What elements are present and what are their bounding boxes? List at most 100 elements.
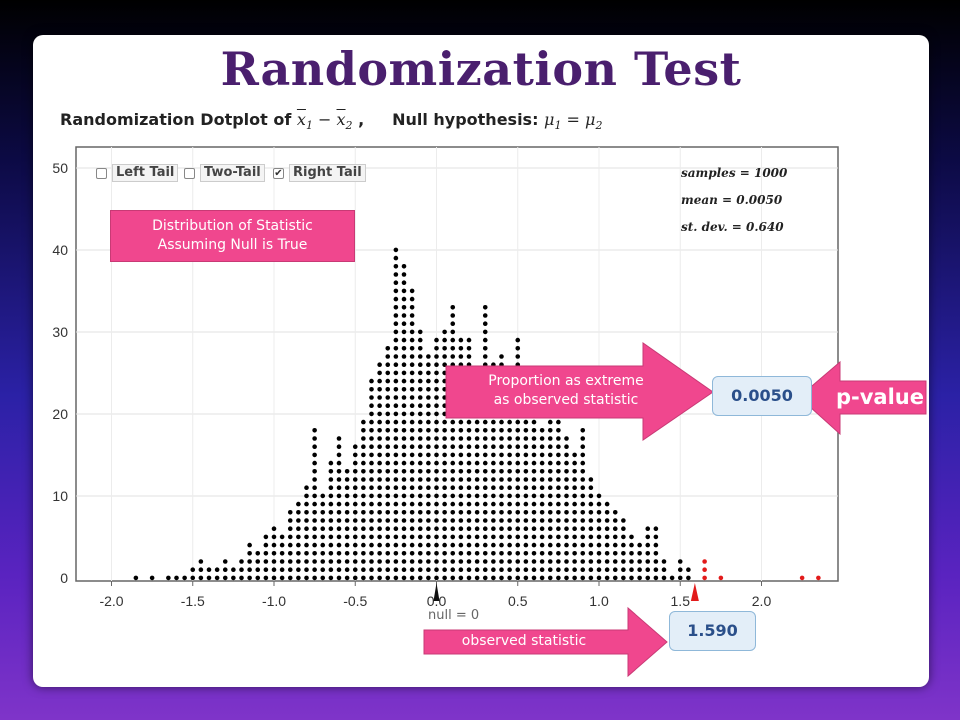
- data-dot: [450, 346, 456, 351]
- right-tail-checkbox[interactable]: ✔: [273, 167, 284, 179]
- observed-marker: [690, 583, 699, 601]
- data-dot: [401, 559, 407, 564]
- data-dot: [653, 534, 659, 540]
- data-dot: [580, 526, 586, 531]
- data-dot: [336, 518, 342, 523]
- data-dot: [580, 452, 586, 458]
- data-dot: [336, 469, 342, 474]
- data-dot: [271, 542, 277, 548]
- data-dot: [466, 452, 472, 458]
- data-dot: [491, 542, 496, 548]
- data-dot: [564, 460, 569, 466]
- data-dot: [385, 444, 391, 450]
- data-dot: [621, 518, 626, 523]
- data-dot: [434, 337, 439, 343]
- data-dot: [434, 526, 439, 531]
- data-dot: [556, 477, 561, 482]
- data-dot: [507, 518, 512, 523]
- data-dot: [588, 518, 594, 523]
- data-dot: [336, 559, 342, 564]
- data-dot: [385, 485, 391, 491]
- data-dot: [312, 551, 317, 556]
- data-dot: [450, 551, 456, 556]
- p-value-arrow: [798, 360, 927, 436]
- data-dot: [393, 493, 399, 499]
- data-dot: [377, 501, 382, 507]
- data-dot: [491, 518, 496, 523]
- data-dot: [320, 518, 326, 523]
- right-tail-option[interactable]: ✔ Right Tail: [273, 163, 366, 183]
- data-dot: [231, 567, 236, 572]
- data-dot: [222, 559, 228, 564]
- data-dot: [182, 575, 187, 581]
- data-dot: [572, 575, 577, 581]
- data-dot: [596, 526, 602, 531]
- data-dot: [491, 436, 496, 441]
- sd-stat: st. dev. = 0.640: [681, 220, 784, 234]
- data-dot: [385, 567, 391, 572]
- data-dot: [580, 542, 586, 548]
- two-tail-option[interactable]: Two-Tail: [184, 163, 265, 183]
- data-dot: [596, 518, 602, 523]
- y-tick-label: 40: [52, 242, 68, 258]
- data-dot: [377, 510, 382, 515]
- data-dot: [401, 526, 407, 531]
- data-dot: [482, 575, 488, 581]
- data-dot: [393, 501, 399, 507]
- data-dot: [417, 370, 423, 376]
- statistic-expression: x1 − x2: [296, 110, 353, 133]
- data-dot: [474, 477, 480, 482]
- data-dot: [352, 444, 358, 450]
- data-dot: [361, 575, 366, 581]
- data-dot: [515, 493, 521, 499]
- null-marker: [433, 583, 440, 601]
- data-dot: [531, 559, 537, 564]
- data-dot: [637, 575, 642, 581]
- data-dot: [304, 501, 309, 507]
- data-dot: [556, 419, 561, 425]
- data-dot: [539, 510, 545, 515]
- data-dot: [409, 346, 415, 351]
- data-dot: [417, 395, 423, 400]
- data-dot: [385, 518, 391, 523]
- plot-heading: Randomization Dotplot of x1 − x2 , Null …: [60, 110, 603, 133]
- data-dot: [474, 419, 480, 425]
- left-tail-option[interactable]: Left Tail: [96, 163, 179, 183]
- data-dot: [556, 469, 561, 474]
- data-dot: [287, 542, 293, 548]
- data-dot: [474, 460, 480, 466]
- data-dot: [312, 567, 317, 572]
- data-dot: [556, 575, 561, 581]
- data-dot: [409, 444, 415, 450]
- x-tick-label: -1.0: [262, 593, 286, 609]
- data-dot: [458, 436, 464, 441]
- data-dot: [417, 378, 423, 384]
- data-dot: [531, 444, 537, 450]
- data-dot: [507, 493, 512, 499]
- data-dot: [596, 542, 602, 548]
- data-dot: [393, 378, 399, 384]
- data-dot: [239, 567, 244, 572]
- data-dot: [312, 436, 317, 441]
- data-dot: [539, 444, 545, 450]
- two-tail-checkbox[interactable]: [184, 167, 195, 179]
- data-dot: [426, 354, 431, 359]
- data-dot: [677, 575, 683, 581]
- data-dot: [401, 510, 407, 515]
- data-dot: [547, 419, 553, 425]
- data-dot: [458, 518, 464, 523]
- data-dot: [377, 428, 382, 433]
- data-dot: [206, 567, 212, 572]
- data-dot: [255, 575, 261, 581]
- data-dot: [287, 518, 293, 523]
- data-dot: [515, 510, 521, 515]
- data-dot: [531, 485, 537, 491]
- data-dot: [621, 542, 626, 548]
- data-dot: [450, 575, 456, 581]
- data-dot: [556, 542, 561, 548]
- left-tail-checkbox[interactable]: [96, 167, 107, 179]
- data-dot: [369, 444, 374, 450]
- data-dot: [645, 542, 651, 548]
- x-tick-label: -0.5: [343, 593, 367, 609]
- data-dot: [198, 567, 204, 572]
